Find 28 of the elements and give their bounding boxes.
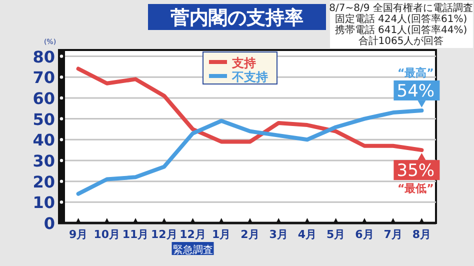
y-tick-label: 0 (44, 214, 55, 233)
x-tick-label: 2月 (240, 228, 260, 241)
notes: 8/7~8/9 全国有権者に電話調査 固定電話 424人(回答率61%) 携帯電話 641人(回答率44%) 合計1065人が回答 (329, 1, 473, 48)
annotation: 54% (396, 81, 435, 102)
chart-title: 菅内閣の支持率 (170, 7, 304, 29)
y-tick-label: 80 (32, 47, 55, 66)
x-tick-label: 8月 (412, 228, 432, 241)
x-tick-label: 5月 (326, 228, 346, 241)
annotation: 35% (396, 161, 435, 182)
y-tick-label: 40 (32, 130, 55, 150)
y-tick-label: 60 (32, 88, 55, 108)
x-tick-label: 11月 (122, 228, 149, 241)
x-tick-label: 9月 (68, 228, 88, 241)
x-tick-label: 1月 (212, 228, 231, 241)
y-tick-label: 20 (32, 172, 55, 192)
legend-label: 不支持 (231, 70, 268, 84)
annotation: “最高” (397, 66, 434, 80)
x-tick-label: 7月 (384, 228, 402, 241)
y-tick-label: 10 (32, 193, 55, 212)
x-tick-label: 10月 (94, 228, 120, 241)
x-tick-label: 4月 (298, 228, 317, 241)
x-tick-label: 6月 (355, 228, 374, 241)
y-tick-label: 50 (32, 110, 55, 129)
y-tick-label: 30 (32, 151, 55, 170)
annotation: “最低” (397, 182, 434, 196)
x-tick-label: 3月 (269, 228, 288, 241)
y-tick-label: 70 (32, 68, 55, 88)
legend-label: 支持 (231, 56, 256, 70)
